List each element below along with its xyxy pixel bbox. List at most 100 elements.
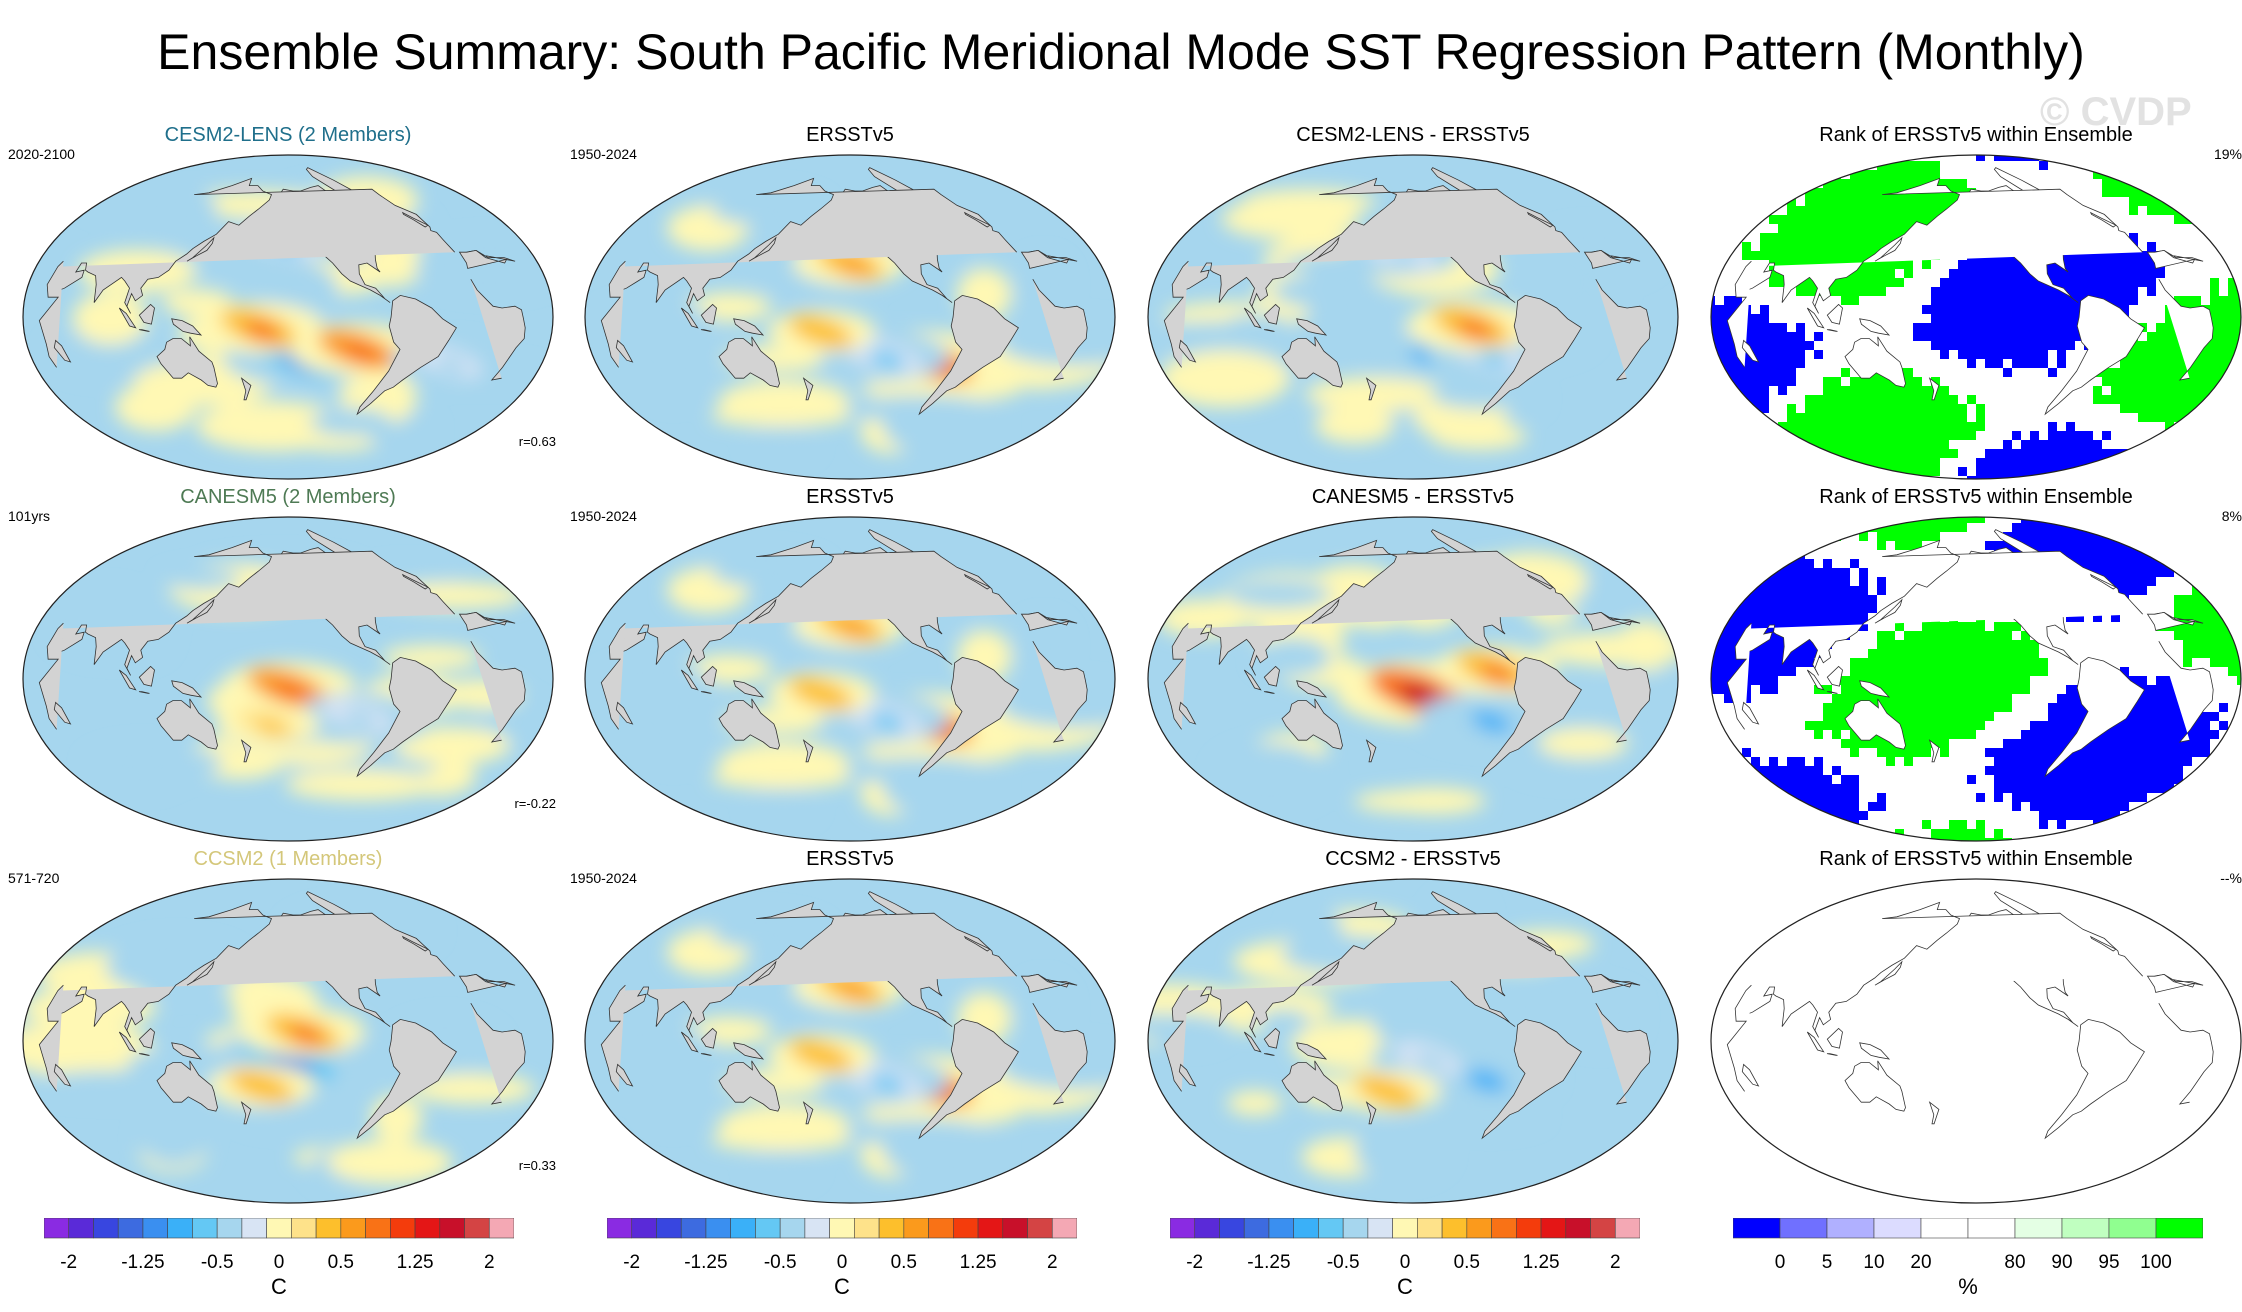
colorbar-swatch <box>117 1217 144 1239</box>
map-panel: CANESM5 - ERSSTv5 <box>1143 484 1683 846</box>
colorbar-swatch <box>1417 1217 1443 1239</box>
rank-percent-label: 8% <box>2221 508 2242 524</box>
colorbar-tick-label: 0.5 <box>1453 1252 1481 1273</box>
colorbar-tick-label: 2 <box>1610 1252 1621 1273</box>
colorbar-tick-label: -1.25 <box>121 1252 165 1273</box>
panel-title: Rank of ERSSTv5 within Ensemble <box>1819 848 2133 870</box>
colorbar-swatch <box>1920 1217 1969 1239</box>
panel-title: ERSSTv5 <box>806 486 894 508</box>
colorbar-swatch <box>1491 1217 1517 1239</box>
colorbar-swatch <box>680 1217 707 1239</box>
colorbar-tick-label: 100 <box>2140 1252 2172 1273</box>
colorbar-tick-label: -2 <box>623 1252 641 1273</box>
watermark: © CVDP <box>2040 90 2192 134</box>
colorbar-swatch <box>1219 1217 1245 1239</box>
globe-map <box>22 878 554 1204</box>
panel-title: Rank of ERSSTv5 within Ensemble <box>1819 124 2133 146</box>
colorbar-swatch <box>656 1217 682 1239</box>
colorbar-tick-label: 20 <box>1910 1252 1932 1273</box>
pattern-correlation-label: r=-0.22 <box>514 796 556 811</box>
colorbar-tick-label: 0.5 <box>890 1252 918 1273</box>
colorbar-swatch <box>804 1217 830 1239</box>
colorbar-swatch <box>1873 1217 1922 1239</box>
colorbar-tick-label: 1.25 <box>959 1252 997 1273</box>
colorbar-swatch <box>928 1217 954 1239</box>
period-label: 571-720 <box>8 870 60 886</box>
map-panel: ERSSTv5 1950-2024 <box>570 484 1120 846</box>
colorbar-unit-label: % <box>1958 1274 1978 1299</box>
globe-map <box>584 878 1116 1204</box>
period-label: 101yrs <box>8 508 51 524</box>
globe-map <box>22 516 554 842</box>
colorbar-tick-label: 1.25 <box>396 1252 434 1273</box>
colorbar-swatch <box>1590 1217 1616 1239</box>
colorbar-swatch <box>1466 1217 1492 1239</box>
colorbar-swatch <box>68 1217 94 1239</box>
panel-title: CESM2-LENS - ERSSTv5 <box>1296 124 1530 146</box>
colorbar-swatch <box>1732 1217 1781 1239</box>
globe-map <box>1710 878 2242 1204</box>
colorbar-swatch <box>167 1217 193 1239</box>
panel-title: ERSSTv5 <box>806 848 894 870</box>
panel-title: ERSSTv5 <box>806 124 894 146</box>
colorbar-tick-label: 80 <box>2004 1252 2026 1273</box>
period-label: 2020-2100 <box>8 146 75 162</box>
map-panel: Rank of ERSSTv5 within Ensemble --% <box>1706 846 2242 1208</box>
colorbar-tick-label: 0 <box>836 1252 848 1273</box>
colorbar-tick-label: -2 <box>60 1252 78 1273</box>
colorbar-swatch <box>829 1217 855 1239</box>
colorbar-swatch <box>216 1217 243 1239</box>
map-panel: CANESM5 (2 Members) 101yrs r=-0.22 <box>8 484 558 846</box>
colorbar-tick-label: 0.5 <box>327 1252 355 1273</box>
colorbar-swatch <box>1318 1217 1344 1239</box>
colorbar-tick-label: 90 <box>2051 1252 2073 1273</box>
colorbar-swatch <box>142 1217 168 1239</box>
panel-title: CANESM5 - ERSSTv5 <box>1311 486 1515 508</box>
colorbar-swatch <box>1342 1217 1369 1239</box>
map-panel: Rank of ERSSTv5 within Ensemble 8% <box>1706 484 2242 846</box>
colorbar-swatch <box>705 1217 731 1239</box>
colorbar-swatch <box>315 1217 342 1239</box>
rank-colorbar: 0 5 10 20 80 90 95 100% <box>1732 1217 2204 1308</box>
colorbar-swatch <box>488 1217 515 1239</box>
colorbar-swatch <box>266 1217 292 1239</box>
colorbar-tick-label: -0.5 <box>1326 1252 1360 1273</box>
colorbar-swatch <box>390 1217 416 1239</box>
colorbar-swatch <box>2108 1217 2157 1239</box>
globe-map <box>1147 878 1679 1204</box>
colorbar-swatch <box>2155 1217 2204 1239</box>
colorbar-tick-label: 10 <box>1863 1252 1885 1273</box>
colorbar-swatch <box>1169 1217 1196 1239</box>
colorbar-tick-label: 5 <box>1821 1252 1833 1273</box>
period-label: 1950-2024 <box>570 146 637 162</box>
colorbar-tick-label: -1.25 <box>684 1252 728 1273</box>
colorbar-swatch <box>192 1217 218 1239</box>
colorbar-swatch <box>854 1217 880 1239</box>
colorbar-swatch <box>439 1217 465 1239</box>
colorbar-tick-label: -0.5 <box>763 1252 797 1273</box>
map-panel: CCSM2 - ERSSTv5 <box>1143 846 1683 1208</box>
colorbar-swatch <box>755 1217 781 1239</box>
colorbar-swatch <box>1268 1217 1294 1239</box>
globe-map <box>584 154 1116 480</box>
colorbar-swatch <box>606 1217 633 1239</box>
colorbar-tick-label: 2 <box>484 1252 495 1273</box>
globe-map <box>584 516 1116 842</box>
globe-map <box>22 154 554 480</box>
sst-colorbar: -2 -1.25 -0.5 0 0.5 1.25 2 C <box>43 1217 515 1308</box>
colorbar-swatch <box>730 1217 756 1239</box>
colorbar-swatch <box>1967 1217 2016 1239</box>
rank-percent-label: 19% <box>2213 146 2242 162</box>
map-panel: ERSSTv5 1950-2024 <box>570 122 1120 484</box>
colorbar-swatch <box>2014 1217 2063 1239</box>
colorbar-swatch <box>903 1217 929 1239</box>
map-panel: ERSSTv5 1950-2024 <box>570 846 1120 1208</box>
colorbar-swatch <box>2061 1217 2110 1239</box>
colorbar-tick-label: -0.5 <box>200 1252 234 1273</box>
colorbar-unit-label: C <box>1397 1274 1413 1299</box>
panel-title: CCSM2 (1 Members) <box>193 848 383 870</box>
colorbar-swatch <box>977 1217 1004 1239</box>
map-panel: CESM2-LENS (2 Members) 2020-2100 r=0.63 <box>8 122 558 484</box>
colorbar-swatch <box>1027 1217 1053 1239</box>
colorbar-tick-label: 0 <box>273 1252 285 1273</box>
